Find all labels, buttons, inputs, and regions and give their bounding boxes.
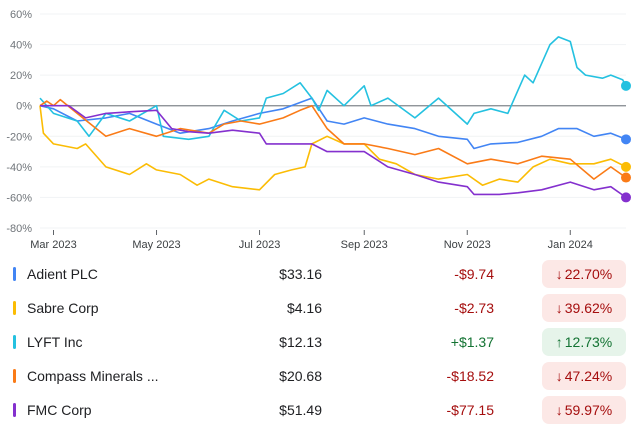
series-line (40, 104, 627, 199)
x-tick-label: Jul 2023 (239, 239, 281, 251)
percent-change-badge: ↓ 59.97% (542, 396, 626, 424)
arrow-down-icon: ↓ (555, 368, 563, 384)
table-row[interactable]: FMC Corp $51.49 -$77.15 ↓ 59.97% (0, 393, 640, 427)
arrow-down-icon: ↓ (555, 300, 563, 316)
price-change: -$2.73 (454, 300, 494, 316)
stock-price: $12.13 (279, 334, 322, 350)
x-tick-label: May 2023 (132, 239, 180, 251)
x-tick-label: Nov 2023 (444, 239, 491, 251)
table-row[interactable]: Compass Minerals ... $20.68 -$18.52 ↓ 47.24% (0, 359, 640, 393)
percent-change: 47.24% (564, 368, 613, 384)
y-tick-label: -80% (6, 223, 32, 235)
series-line (39, 97, 627, 150)
stock-price: $51.49 (279, 402, 322, 418)
stock-name[interactable]: LYFT Inc (27, 334, 83, 350)
x-tick-label: Sep 2023 (341, 239, 388, 251)
series-line (39, 105, 627, 191)
price-change: -$18.52 (446, 368, 494, 384)
percent-change: 39.62% (564, 300, 613, 316)
series-end-marker (621, 161, 631, 172)
series-end-marker (621, 80, 631, 91)
arrow-down-icon: ↓ (555, 266, 563, 282)
series-end-marker (621, 172, 631, 183)
table-row[interactable]: Adient PLC $33.16 -$9.74 ↓ 22.70% (0, 257, 640, 291)
series-color-bar (13, 369, 16, 383)
y-tick-label: 0% (16, 101, 32, 113)
price-change: -$77.15 (446, 402, 494, 418)
arrow-down-icon: ↓ (555, 402, 563, 418)
y-tick-label: 20% (10, 70, 32, 82)
y-tick-label: -40% (6, 162, 32, 174)
percent-change-badge: ↓ 47.24% (542, 362, 626, 390)
table-row[interactable]: LYFT Inc $12.13 +$1.37 ↑ 12.73% (0, 325, 640, 359)
price-change: -$9.74 (454, 266, 494, 282)
percent-change-badge: ↓ 39.62% (542, 294, 626, 322)
stock-price: $4.16 (286, 300, 322, 316)
comparison-chart[interactable]: 60% 40% 20% 0% -20% -40% -60% -80% Mar 2023 May 2… (0, 0, 640, 255)
series-color-bar (13, 301, 16, 315)
percent-change-badge: ↓ 22.70% (542, 260, 626, 288)
price-change: +$1.37 (450, 334, 494, 350)
percent-change: 12.73% (564, 334, 613, 350)
percent-change: 22.70% (564, 266, 613, 282)
series-line (39, 98, 627, 180)
y-tick-label: -20% (6, 131, 32, 143)
arrow-up-icon: ↑ (555, 334, 563, 350)
series-color-bar (13, 267, 16, 281)
percent-change-badge: ↑ 12.73% (542, 328, 626, 356)
y-tick-label: -60% (6, 192, 32, 204)
series-line (39, 36, 627, 141)
percent-change: 59.97% (564, 402, 613, 418)
x-tick-label: Mar 2023 (30, 239, 76, 251)
y-tick-label: 60% (10, 9, 32, 21)
series-color-bar (13, 335, 16, 349)
stock-name[interactable]: Adient PLC (27, 266, 98, 282)
stock-name[interactable]: FMC Corp (27, 402, 92, 418)
series-color-bar (13, 403, 16, 417)
series-end-marker (621, 192, 631, 203)
y-tick-label: 40% (10, 40, 32, 52)
stock-name[interactable]: Sabre Corp (27, 300, 99, 316)
series-end-marker (621, 134, 631, 145)
stock-name[interactable]: Compass Minerals ... (27, 368, 159, 384)
x-tick-label: Jan 2024 (548, 239, 593, 251)
table-row[interactable]: Sabre Corp $4.16 -$2.73 ↓ 39.62% (0, 291, 640, 325)
stock-price: $20.68 (279, 368, 322, 384)
stock-price: $33.16 (279, 266, 322, 282)
